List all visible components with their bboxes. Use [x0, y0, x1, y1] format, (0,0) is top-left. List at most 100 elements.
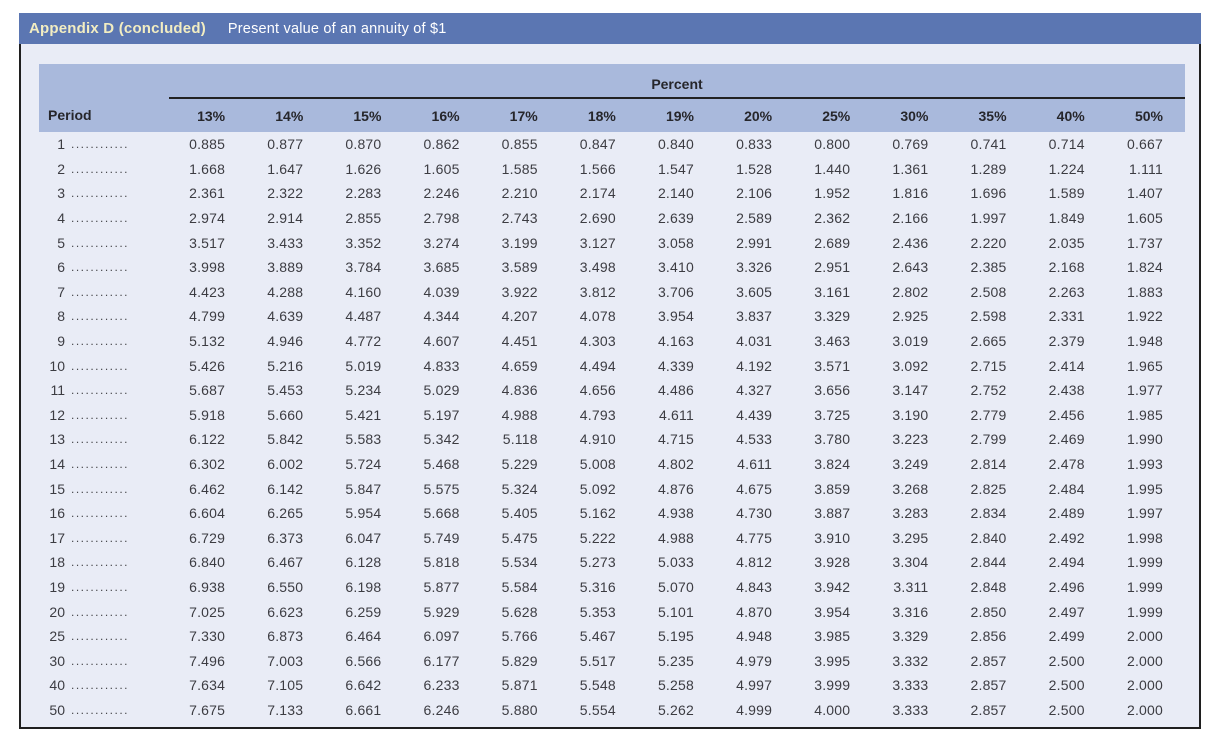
- period-cell: 3......................: [39, 181, 169, 206]
- value-cell: 5.316: [579, 578, 616, 595]
- value-cell: 6.246: [423, 701, 460, 718]
- value-cell: 2.174: [579, 185, 616, 202]
- value-cell: 5.342: [423, 431, 460, 448]
- value-cell: 2.210: [501, 185, 538, 202]
- value-cell: 0.769: [892, 136, 929, 153]
- value-cell: 0.862: [423, 136, 460, 153]
- value-cell: 3.812: [579, 283, 616, 300]
- value-cell: 5.118: [502, 431, 538, 448]
- dot-leader: ......................: [71, 186, 127, 201]
- value-cell: 3.326: [736, 259, 773, 276]
- value-cell: 4.938: [657, 505, 694, 522]
- table-row: 14...................... 6.302 6.002 5.724 5…: [39, 452, 1185, 477]
- table-row: 40...................... 7.634 7.105 6.642 6…: [39, 673, 1185, 698]
- table-area: Percent Period 13% 14% 15% 16% 17% 18% 19% 20% 2…: [19, 44, 1201, 729]
- period-cell: 9......................: [39, 329, 169, 354]
- value-cell: 2.834: [970, 505, 1007, 522]
- dot-leader: ......................: [71, 604, 127, 619]
- rate-column-header: 35%: [950, 98, 1029, 132]
- value-cell: 2.331: [1048, 308, 1085, 325]
- value-cell: 3.859: [814, 480, 851, 497]
- table-row: 15...................... 6.462 6.142 5.847 5…: [39, 476, 1185, 501]
- value-cell: 5.222: [579, 529, 616, 546]
- value-cell: 6.873: [267, 628, 304, 645]
- value-cell: 1.111: [1129, 160, 1163, 177]
- period-column-header: Period: [39, 98, 169, 132]
- value-cell: 5.954: [345, 505, 382, 522]
- value-cell: 4.288: [267, 283, 304, 300]
- value-cell: 5.033: [657, 554, 694, 571]
- rate-column-header: 40%: [1028, 98, 1107, 132]
- value-cell: 4.870: [736, 603, 773, 620]
- period-number: 12: [49, 406, 65, 423]
- rate-column-header: 18%: [559, 98, 638, 132]
- value-cell: 1.948: [1126, 333, 1163, 350]
- value-cell: 1.998: [1126, 529, 1163, 546]
- table-row: 12...................... 5.918 5.660 5.421 5…: [39, 403, 1185, 428]
- value-cell: 2.283: [345, 185, 382, 202]
- value-cell: 2.494: [1048, 554, 1085, 571]
- value-cell: 3.190: [892, 406, 929, 423]
- value-cell: 5.929: [423, 603, 460, 620]
- dot-leader: ......................: [71, 457, 127, 472]
- value-cell: 2.489: [1048, 505, 1085, 522]
- value-cell: 2.974: [189, 210, 226, 227]
- table-row: 3...................... 2.361 2.322 2.283 2.…: [39, 181, 1185, 206]
- period-cell: 17......................: [39, 526, 169, 551]
- value-cell: 3.780: [814, 431, 851, 448]
- value-cell: 3.283: [892, 505, 929, 522]
- value-cell: 1.696: [970, 185, 1007, 202]
- value-cell: 1.816: [892, 185, 929, 202]
- dot-leader: ......................: [71, 555, 127, 570]
- table-body: 1...................... 0.885 0.877 0.870 0.…: [39, 132, 1185, 722]
- value-cell: 1.985: [1126, 406, 1163, 423]
- value-cell: 5.766: [501, 628, 538, 645]
- value-cell: 3.092: [892, 357, 929, 374]
- value-cell: 6.604: [189, 505, 226, 522]
- value-cell: 5.584: [501, 578, 538, 595]
- value-cell: 3.433: [267, 234, 304, 251]
- value-cell: 5.871: [501, 677, 538, 694]
- value-cell: 0.667: [1126, 136, 1163, 153]
- value-cell: 4.207: [501, 308, 538, 325]
- table-row: 13...................... 6.122 5.842 5.583 5…: [39, 427, 1185, 452]
- value-cell: 5.235: [657, 652, 694, 669]
- value-cell: 3.985: [814, 628, 851, 645]
- table-row: 2...................... 1.668 1.647 1.626 1.…: [39, 157, 1185, 182]
- title-bar: Appendix D (concluded) Present value of …: [19, 13, 1201, 44]
- table-row: 4...................... 2.974 2.914 2.855 2.…: [39, 206, 1185, 231]
- percent-group-header: Percent: [169, 64, 1185, 99]
- value-cell: 3.685: [423, 259, 460, 276]
- value-cell: 0.855: [501, 136, 538, 153]
- period-number: 10: [49, 357, 65, 374]
- value-cell: 2.469: [1048, 431, 1085, 448]
- value-cell: 1.547: [657, 160, 694, 177]
- value-cell: 1.999: [1126, 603, 1163, 620]
- table-row: 5...................... 3.517 3.433 3.352 3.…: [39, 230, 1185, 255]
- value-cell: 2.361: [189, 185, 226, 202]
- table-row: 11...................... 5.687 5.453 5.234 5…: [39, 378, 1185, 403]
- value-cell: 6.198: [345, 578, 382, 595]
- period-cell: 15......................: [39, 476, 169, 501]
- dot-leader: ......................: [71, 407, 127, 422]
- value-cell: 4.988: [501, 406, 538, 423]
- value-cell: 4.775: [736, 529, 773, 546]
- period-cell: 1......................: [39, 132, 169, 157]
- value-cell: 2.496: [1048, 578, 1085, 595]
- rate-column-header: 17%: [481, 98, 560, 132]
- value-cell: 4.533: [736, 431, 773, 448]
- table-row: 8...................... 4.799 4.639 4.487 4.…: [39, 304, 1185, 329]
- value-cell: 6.623: [267, 603, 304, 620]
- value-cell: 7.634: [189, 677, 226, 694]
- value-cell: 1.977: [1126, 382, 1163, 399]
- value-cell: 6.302: [189, 456, 226, 473]
- value-cell: 2.598: [970, 308, 1007, 325]
- value-cell: 2.500: [1048, 677, 1085, 694]
- annuity-table: Percent Period 13% 14% 15% 16% 17% 18% 19% 20% 2…: [39, 64, 1185, 722]
- value-cell: 4.948: [736, 628, 773, 645]
- period-number: 3: [57, 185, 65, 202]
- value-cell: 2.246: [423, 185, 460, 202]
- value-cell: 1.997: [970, 210, 1007, 227]
- value-cell: 0.870: [345, 136, 382, 153]
